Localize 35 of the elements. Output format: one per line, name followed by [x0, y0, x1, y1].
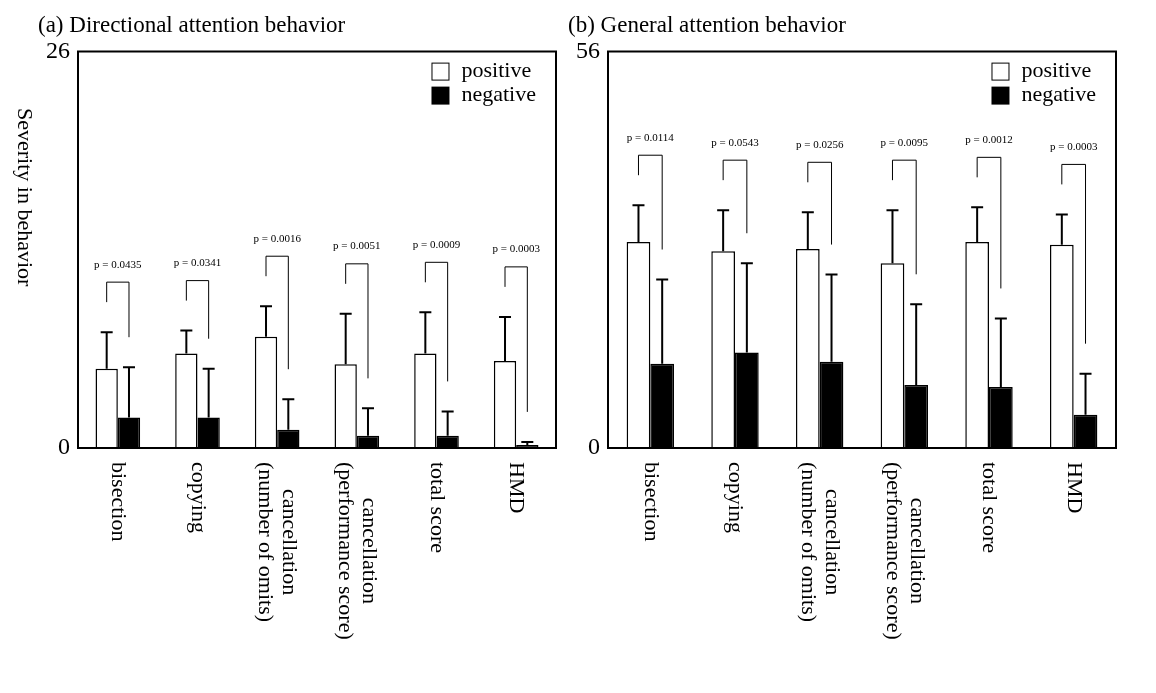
chart-title: (b) General attention behavior [568, 11, 847, 37]
x-tick-label: bisection [639, 462, 665, 542]
legend-label: positive [461, 57, 532, 83]
annotation: p = 0.0016 [253, 231, 302, 244]
legend-label: negative [1021, 81, 1097, 107]
chart-title: (a) Directional attention behavior [38, 11, 346, 37]
x-tick-label: total score [978, 461, 1004, 554]
y-tick-label: 26 [46, 36, 70, 63]
annotation: p = 0.0003 [1049, 139, 1098, 152]
x-tick-label: copying [724, 461, 750, 533]
annotation: p = 0.0341 [173, 256, 222, 268]
annotation: p = 0.0009 [412, 237, 461, 250]
y-tick-label: 0 [58, 433, 70, 460]
x-tick-label: bisection [107, 462, 133, 542]
y-axis-title: Severity in behavior [12, 108, 38, 289]
annotation: p = 0.0095 [880, 135, 929, 148]
x-tick-label: copying [186, 461, 212, 533]
y-tick-label: 56 [576, 36, 600, 63]
x-tick-label: cancellation (performance score) [881, 462, 931, 640]
annotation: p = 0.0256 [795, 137, 844, 150]
annotation: p = 0.0543 [711, 135, 760, 148]
x-tick-label: cancellation (number of omits) [796, 461, 846, 623]
x-tick-label: total score [425, 461, 451, 554]
x-tick-label: HMD [505, 462, 531, 514]
legend-label: negative [461, 81, 537, 107]
x-tick-label: cancellation (number of omits) [254, 461, 304, 623]
annotation: p = 0.0435 [94, 257, 143, 270]
x-tick-label: cancellation (performance score) [334, 462, 384, 640]
legend-label: positive [1021, 57, 1092, 83]
annotation: p = 0.0012 [965, 132, 1013, 145]
annotation: p = 0.0051 [333, 239, 381, 252]
annotation: p = 0.0114 [626, 130, 675, 143]
x-tick-label: HMD [1062, 462, 1088, 514]
annotation: p = 0.0003 [492, 242, 541, 255]
y-tick-label: 0 [588, 433, 600, 460]
